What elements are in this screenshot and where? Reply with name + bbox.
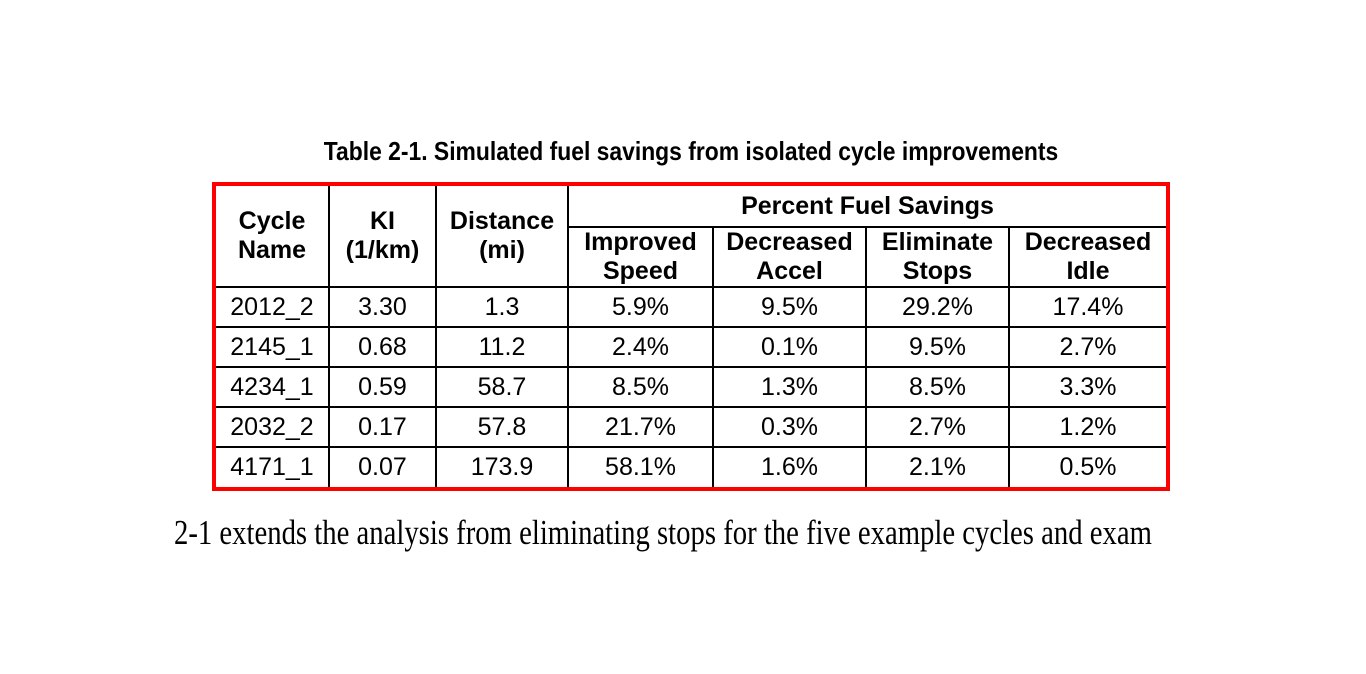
cell-improved-speed: 21.7%	[567, 406, 714, 448]
table-header-row-group: Cycle Name KI (1/km) Distance (mi) Perce…	[215, 185, 1167, 288]
cell-eliminate-stops: 8.5%	[865, 366, 1010, 408]
cell-decreased-idle: 0.5%	[1008, 446, 1167, 488]
cell-decreased-idle: 2.7%	[1008, 326, 1167, 368]
cell-decreased-idle: 1.2%	[1008, 406, 1167, 448]
cell-distance: 173.9	[435, 446, 569, 488]
cell-decreased-idle: 17.4%	[1008, 286, 1167, 328]
group-header-percent-fuel-savings: Percent Fuel Savings	[567, 185, 1167, 228]
col-header-ki: KI (1/km)	[328, 185, 437, 288]
cell-decreased-accel: 9.5%	[712, 286, 867, 328]
col-header-eliminate-stops: Eliminate Stops	[865, 226, 1010, 288]
table-red-frame: Cycle Name KI (1/km) Distance (mi) Perce…	[212, 182, 1170, 491]
table-row: 2145_1 0.68 11.2 2.4% 0.1% 9.5% 2.7%	[215, 326, 1167, 368]
cell-cycle-name: 4171_1	[215, 446, 330, 488]
cell-cycle-name: 2032_2	[215, 406, 330, 448]
cell-decreased-idle: 3.3%	[1008, 366, 1167, 408]
cell-improved-speed: 8.5%	[567, 366, 714, 408]
col-header-distance: Distance (mi)	[435, 185, 569, 288]
table-row: 4171_1 0.07 173.9 58.1% 1.6% 2.1% 0.5%	[215, 446, 1167, 488]
table-row: 4234_1 0.59 58.7 8.5% 1.3% 8.5% 3.3%	[215, 366, 1167, 408]
cell-eliminate-stops: 2.7%	[865, 406, 1010, 448]
cell-distance: 58.7	[435, 366, 569, 408]
cell-distance: 11.2	[435, 326, 569, 368]
cell-distance: 1.3	[435, 286, 569, 328]
cell-improved-speed: 5.9%	[567, 286, 714, 328]
cell-ki: 0.59	[328, 366, 437, 408]
cell-ki: 0.17	[328, 406, 437, 448]
col-header-improved-speed: Improved Speed	[567, 226, 714, 288]
col-header-cycle-name: Cycle Name	[215, 185, 330, 288]
cell-eliminate-stops: 2.1%	[865, 446, 1010, 488]
cell-decreased-accel: 1.3%	[712, 366, 867, 408]
col-header-decreased-accel: Decreased Accel	[712, 226, 867, 288]
table-header-row-sub: Improved Speed Decreased Accel Eliminate…	[216, 226, 1167, 288]
cell-cycle-name: 2012_2	[215, 286, 330, 328]
body-paragraph-text: 2-1 extends the analysis from eliminatin…	[174, 513, 1152, 552]
table-row: 2012_2 3.30 1.3 5.9% 9.5% 29.2% 17.4%	[215, 286, 1167, 328]
cell-eliminate-stops: 29.2%	[865, 286, 1010, 328]
cell-improved-speed: 2.4%	[567, 326, 714, 368]
cell-cycle-name: 4234_1	[215, 366, 330, 408]
cell-decreased-accel: 0.1%	[712, 326, 867, 368]
cell-cycle-name: 2145_1	[215, 326, 330, 368]
cell-decreased-accel: 0.3%	[712, 406, 867, 448]
cell-distance: 57.8	[435, 406, 569, 448]
cell-eliminate-stops: 9.5%	[865, 326, 1010, 368]
fuel-savings-table: Cycle Name KI (1/km) Distance (mi) Perce…	[215, 185, 1167, 488]
cell-decreased-accel: 1.6%	[712, 446, 867, 488]
cell-improved-speed: 58.1%	[567, 446, 714, 488]
table-caption: Table 2-1. Simulated fuel savings from i…	[323, 136, 1059, 166]
cell-ki: 0.07	[328, 446, 437, 488]
cell-ki: 0.68	[328, 326, 437, 368]
cell-ki: 3.30	[328, 286, 437, 328]
col-header-decreased-idle: Decreased Idle	[1008, 226, 1167, 288]
table-row: 2032_2 0.17 57.8 21.7% 0.3% 2.7% 1.2%	[215, 406, 1167, 448]
